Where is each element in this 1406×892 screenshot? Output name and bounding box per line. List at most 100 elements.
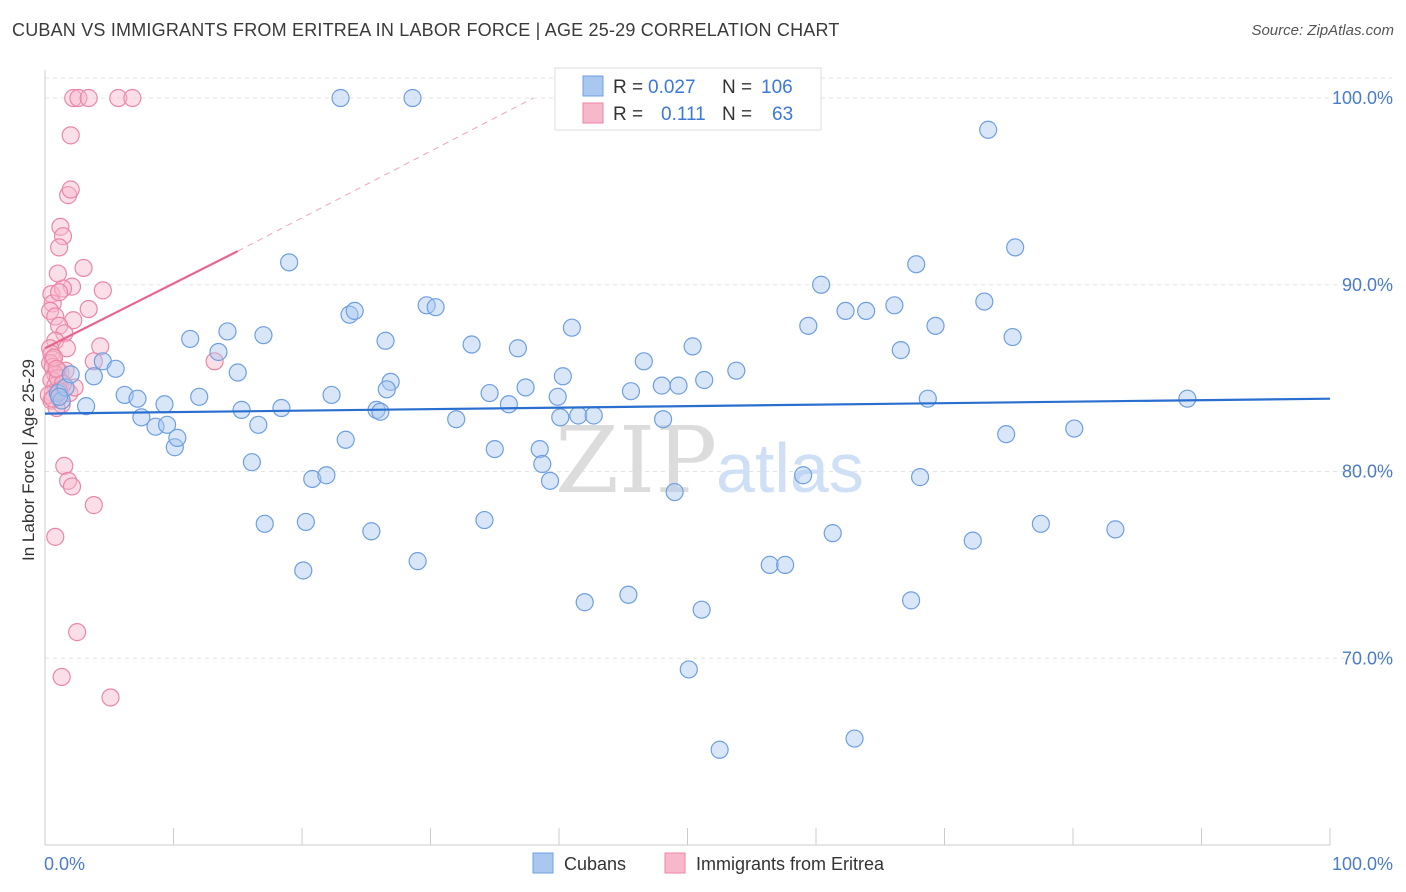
eritrea-point [48, 264, 67, 283]
eritrea-point [79, 88, 98, 108]
eritrea-point [46, 307, 65, 326]
cubans-point [50, 387, 69, 406]
cubans-point [907, 255, 926, 274]
cubans-point [540, 471, 560, 490]
cubans-point [1065, 419, 1084, 438]
watermark: ZIP atlas [555, 407, 864, 514]
cubans-point [336, 430, 355, 449]
cubans-point [228, 363, 247, 382]
cubans-point [377, 380, 396, 399]
y-tick-label: 90.0% [1342, 275, 1393, 295]
cubans-point [1106, 520, 1125, 539]
cubans-point [901, 591, 921, 610]
cubans-point [910, 468, 930, 487]
cubans-point [812, 275, 831, 294]
cubans-point [799, 316, 818, 335]
cubans-point [1031, 514, 1050, 533]
trend-lines [44, 97, 1331, 415]
y-tick-label: 70.0% [1342, 648, 1393, 668]
cubans-point [548, 387, 567, 406]
cubans-point [128, 389, 147, 408]
legend-n-label-2: N = [722, 104, 752, 125]
cubans-point [157, 415, 177, 434]
cubans-point [885, 296, 904, 315]
cubans-point [146, 417, 165, 436]
eritrea-point [64, 88, 83, 108]
eritrea-point [46, 527, 65, 546]
cubans-point [857, 301, 876, 321]
x-tick-label-max: 100.0% [1332, 854, 1393, 874]
cubans-point [669, 376, 688, 395]
cubans-point [362, 522, 381, 541]
cubans-point [621, 382, 641, 401]
eritrea-point [69, 88, 88, 108]
bottom-legend: Cubans Immigrants from Eritrea [532, 852, 885, 874]
bottom-legend-eritrea: Immigrants from Eritrea [696, 854, 885, 874]
bottom-legend-cubans: Cubans [564, 854, 626, 874]
cubans-point [168, 428, 187, 447]
cubans-point [963, 531, 982, 550]
eritrea-point [52, 667, 71, 687]
cubans-point [155, 395, 174, 414]
cubans-point [1178, 389, 1197, 408]
cubans-point [403, 88, 422, 108]
eritrea-point [50, 283, 69, 302]
cubans-point [727, 361, 746, 380]
legend-box: R = 0.027 N = 106 R = 0.111 N = 63 [554, 67, 822, 131]
cubans-point [322, 385, 341, 405]
legend-n-value-1: 106 [761, 77, 793, 98]
cubans-point [836, 301, 855, 321]
cubans-points [48, 88, 1197, 759]
eritrea-point [57, 339, 76, 358]
cubans-point [619, 585, 638, 604]
cubans-point [376, 331, 395, 350]
cubans-point [417, 296, 436, 315]
cubans-point [1006, 238, 1025, 257]
watermark-atlas: atlas [716, 429, 864, 507]
legend-r-label-1: R = [613, 77, 643, 98]
eritrea-point [53, 227, 73, 246]
cubans-point [584, 406, 603, 425]
legend-swatch-eritrea [582, 102, 604, 124]
cubans-point [926, 316, 945, 335]
eritrea-point [93, 281, 112, 300]
legend-n-label-1: N = [722, 77, 752, 98]
eritrea-point [79, 299, 98, 319]
cubans-point [499, 395, 518, 414]
legend-r-value-1: 0.027 [648, 77, 696, 98]
legend-r-label-2: R = [613, 104, 643, 125]
legend-r-value-2: 0.111 [661, 104, 706, 125]
cubans-point [371, 402, 390, 421]
cubans-point [679, 660, 698, 679]
cubans-point [303, 469, 322, 489]
cubans-point [683, 337, 702, 356]
eritrea-point [101, 688, 120, 707]
eritrea-point [74, 258, 93, 278]
eritrea-point [68, 623, 87, 642]
eritrea-point [205, 352, 224, 371]
cubans-point [84, 367, 103, 386]
cubans-point [634, 352, 653, 371]
cubans-point [317, 466, 336, 485]
eritrea-trend-line [44, 250, 239, 350]
cubans-point [296, 512, 315, 532]
cubans-point [462, 335, 481, 354]
chart-title: CUBAN VS IMMIGRANTS FROM ERITREA IN LABO… [12, 20, 840, 40]
eritrea-point [41, 301, 60, 321]
cubans-point [569, 406, 588, 425]
cubans-point [508, 339, 527, 358]
cubans-point [553, 367, 572, 386]
cubans-point [447, 410, 466, 429]
y-tick-label: 80.0% [1342, 462, 1393, 482]
legend-n-value-2: 63 [772, 104, 793, 125]
cubans-point [209, 342, 228, 362]
cubans-point [106, 359, 125, 378]
gridlines [45, 77, 1392, 659]
cubans-point [575, 593, 594, 612]
cubans-point [1003, 327, 1022, 347]
cubans-point [665, 482, 684, 502]
cubans-point [345, 301, 364, 321]
cubans-point [77, 397, 96, 416]
cubans-point [294, 561, 313, 580]
